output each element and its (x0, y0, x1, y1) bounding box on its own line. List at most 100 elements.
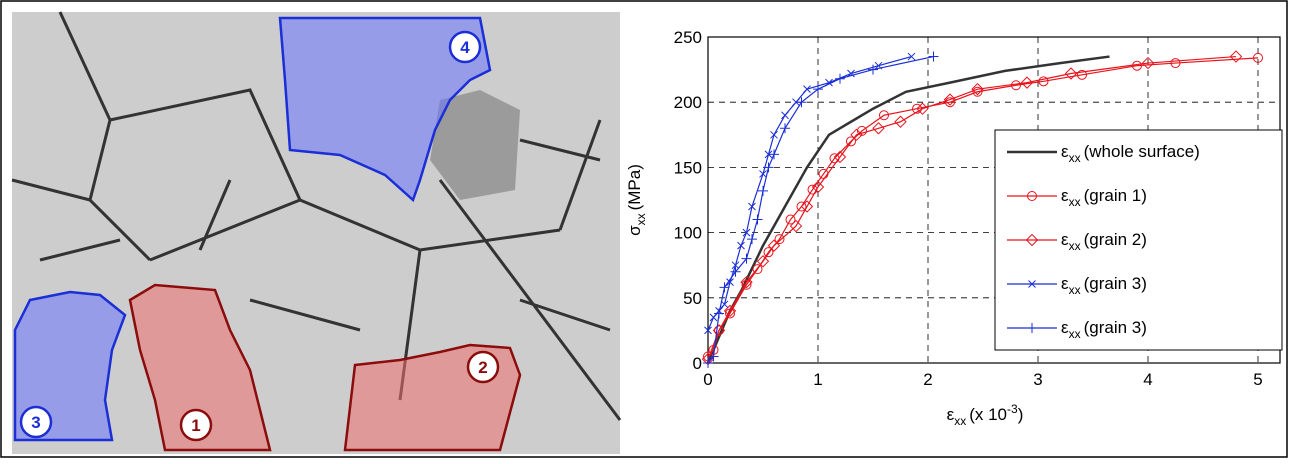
marker (789, 219, 803, 233)
marker (741, 253, 752, 264)
marker (972, 86, 983, 97)
marker (737, 241, 745, 250)
grain-4 (278, 16, 492, 203)
marker (796, 97, 807, 108)
legend-symbol: ε (1061, 318, 1069, 337)
marker (872, 122, 885, 135)
marker (763, 247, 774, 258)
legend-name: (grain 1) (1084, 186, 1147, 205)
marker (1170, 58, 1181, 69)
grain-1 (128, 283, 272, 452)
marker (850, 128, 863, 142)
marker (835, 73, 845, 84)
marker (846, 136, 856, 147)
series-line (707, 57, 1259, 357)
marker (792, 98, 800, 107)
legend-sub: xx (1069, 195, 1081, 209)
x-tick-label: 3 (1033, 370, 1042, 389)
grain-label: 1 (191, 416, 200, 435)
legend-name: (grain 2) (1084, 230, 1147, 249)
marker (756, 255, 770, 268)
legend-label: εxx (grain 3) (1061, 318, 1147, 341)
marker (1229, 50, 1243, 63)
marker (747, 234, 757, 245)
legend-sub: xx (1069, 239, 1081, 253)
marker (714, 325, 724, 336)
marker (770, 130, 778, 139)
legend-symbol: ε (1061, 142, 1069, 161)
y-tick-label: 100 (674, 224, 702, 243)
marker (720, 300, 729, 309)
y-tick-label: 250 (674, 28, 702, 47)
marker (803, 85, 811, 94)
marker (943, 93, 957, 106)
legend-label: εxx (whole surface) (1061, 142, 1200, 165)
grain-label: 2 (478, 358, 487, 377)
marker (945, 97, 955, 108)
marker (758, 185, 768, 196)
marker (1027, 191, 1037, 201)
legend-name: (grain 3) (1084, 274, 1147, 293)
marker (704, 326, 712, 335)
marker (741, 279, 752, 290)
marker (916, 102, 929, 115)
legend-label: εxx (grain 2) (1061, 230, 1147, 253)
marker (764, 150, 773, 159)
y-tick-label: 0 (693, 354, 702, 373)
x-tick-label: 2 (923, 370, 932, 389)
marker (907, 52, 916, 61)
y-symbol: σ (625, 225, 644, 236)
marker (759, 170, 767, 178)
marker (752, 214, 763, 225)
marker (879, 110, 889, 121)
marker (730, 266, 741, 277)
marker (703, 358, 713, 368)
legend-sub: xx (1069, 151, 1081, 165)
marker (781, 111, 789, 120)
marker (1038, 76, 1049, 87)
x-unit: (x 10 (969, 405, 1007, 424)
x-symbol: ε (947, 405, 955, 424)
marker (709, 313, 718, 322)
marker (723, 304, 737, 318)
y-tick-label: 150 (674, 158, 702, 177)
marker (868, 64, 878, 75)
marker (894, 115, 907, 128)
x-tick-label: 1 (813, 370, 822, 389)
y-unit: (MPa) (625, 164, 644, 210)
micrograph: 1 2 3 4 (11, 11, 622, 454)
marker (714, 308, 724, 319)
legend-symbol: ε (1061, 186, 1069, 205)
marker (748, 202, 756, 211)
marker (1253, 52, 1263, 63)
marker (712, 324, 726, 337)
marker (1025, 233, 1039, 247)
marker (971, 82, 984, 96)
x-end: ) (1018, 405, 1024, 424)
marker (1028, 280, 1036, 288)
marker (740, 275, 753, 289)
marker (1027, 323, 1037, 333)
marker (811, 180, 825, 194)
x-tick-label: 4 (1143, 370, 1152, 389)
label-circle (466, 350, 500, 384)
marker (785, 214, 796, 225)
marker (752, 264, 763, 275)
x-sub: xx (954, 414, 966, 428)
marker (774, 234, 785, 245)
marker (1141, 56, 1155, 70)
marker (796, 201, 807, 212)
y-axis-label: σxx (MPa) (625, 164, 648, 236)
marker (731, 261, 740, 270)
x-tick-label: 5 (1253, 370, 1262, 389)
marker (1020, 76, 1034, 89)
label-circle (19, 405, 53, 439)
y-tick-label: 50 (683, 289, 702, 308)
legend-name: (grain 3) (1084, 318, 1147, 337)
marker (813, 84, 823, 95)
marker (763, 162, 774, 173)
x-tick-label: 0 (703, 370, 712, 389)
marker (1064, 67, 1078, 80)
dark-grain (430, 90, 520, 200)
